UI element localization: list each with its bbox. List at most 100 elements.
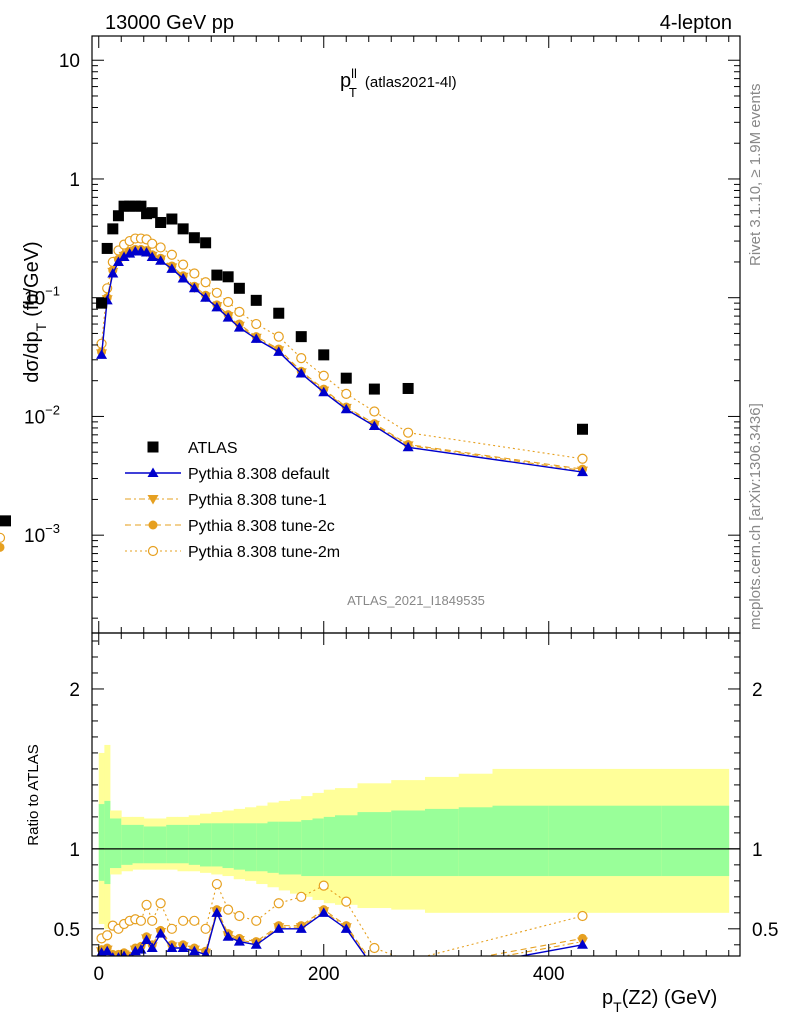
stat-uncertainty-band (312, 818, 325, 877)
data-point (166, 263, 178, 273)
ratio-point (188, 945, 200, 956)
legend-marker (147, 545, 159, 557)
data-point (135, 200, 147, 212)
header-right: 4-lepton (660, 12, 732, 34)
ratio-y-axis-label: Ratio to ATLAS (25, 744, 42, 845)
ratio-point (155, 898, 166, 909)
ratio-point (147, 915, 158, 926)
stat-uncertainty-band (548, 805, 606, 877)
data-point (577, 453, 588, 464)
stat-uncertainty-band (267, 821, 280, 873)
ratio-point (178, 915, 189, 926)
data-point (147, 238, 158, 249)
ratio-point (273, 898, 284, 909)
data-point (96, 297, 108, 309)
data-point (155, 255, 167, 265)
data-point (295, 331, 307, 343)
ratio-point (234, 910, 245, 922)
data-point (340, 403, 352, 414)
ratio-point (403, 971, 414, 981)
ratio-point (369, 942, 380, 954)
ratio-y-tick-label-right: 2 (752, 680, 763, 701)
legend-label: Pythia 8.308 tune-2m (188, 544, 340, 561)
data-point (233, 322, 245, 332)
ratio-point (318, 907, 330, 917)
ratio-point (370, 961, 379, 970)
data-point (118, 200, 130, 212)
xlabel-rest: (Z2) (GeV) (622, 987, 718, 1009)
data-point (0, 542, 5, 552)
ratio-point (211, 907, 223, 917)
data-point (155, 216, 167, 228)
ylabel-sub: T (33, 322, 49, 331)
ratio-point (141, 934, 153, 945)
data-point (402, 441, 414, 452)
data-point (0, 515, 11, 527)
data-point (318, 370, 329, 381)
data-point (233, 282, 245, 294)
title-sub: T (349, 85, 357, 100)
ratio-point (110, 952, 116, 956)
ratio-point (341, 896, 352, 907)
stat-uncertainty-band (233, 823, 246, 870)
y-tick-label-exp: −3 (45, 521, 60, 536)
ratio-y-tick-label: 1 (69, 840, 80, 861)
data-point (211, 287, 222, 298)
stat-uncertainty-band (301, 820, 313, 877)
data-point (146, 207, 158, 219)
legend-marker (147, 441, 159, 453)
ratio-point (155, 928, 167, 938)
data-point (296, 352, 307, 364)
data-point (340, 372, 352, 384)
data-point (211, 301, 223, 312)
ratio-point (0, 881, 5, 890)
data-point (577, 466, 588, 477)
stat-uncertainty-band (177, 824, 190, 864)
legend-label: Pythia 8.308 tune-2c (188, 518, 335, 535)
ratio-y-tick-label-right: 0.5 (752, 920, 778, 941)
data-point (141, 208, 153, 220)
stat-uncertainty-band (290, 821, 302, 875)
legend-label: ATLAS (188, 440, 238, 457)
data-point (577, 423, 588, 435)
ratio-point (340, 923, 352, 933)
data-point (188, 282, 200, 293)
legend-marker (147, 495, 159, 505)
data-point (112, 210, 124, 222)
data-point (177, 273, 189, 283)
data-point (403, 427, 414, 438)
data-point (251, 318, 262, 330)
stat-uncertainty-band (391, 810, 426, 877)
data-point (129, 200, 141, 212)
ratio-point (251, 915, 262, 926)
data-point (250, 333, 262, 343)
ratio-point (102, 930, 113, 941)
data-point (141, 247, 153, 257)
y-tick-label-exp: −1 (45, 284, 60, 299)
data-point (166, 249, 177, 260)
ratio-point (318, 880, 329, 891)
data-point (155, 242, 166, 253)
legend-marker (147, 467, 159, 477)
data-point (250, 294, 262, 306)
data-point (273, 331, 284, 342)
ratio-plot-axes: 0 200 400 0.5 0.5 1 1 2 2 (54, 632, 778, 985)
main-plot-marks (0, 200, 588, 552)
x-tick-label: 200 (308, 964, 340, 985)
legend-label: Pythia 8.308 default (188, 466, 330, 483)
y-tick-label: 1 (69, 170, 80, 191)
ratio-point (406, 955, 410, 956)
analysis-watermark: ATLAS_2021_I1849535 (347, 593, 485, 608)
ratio-point (369, 963, 380, 973)
ratio-point (166, 923, 177, 934)
ylabel-main: dσ/dp (21, 331, 43, 382)
stat-uncertainty-band (188, 824, 201, 865)
data-point (211, 269, 223, 281)
data-point (369, 406, 380, 417)
y-tick-label: 10−2 (24, 402, 60, 428)
stat-uncertainty-band (661, 805, 730, 877)
stat-uncertainty-band (200, 823, 212, 867)
ratio-point (141, 899, 152, 910)
data-point (118, 251, 130, 262)
